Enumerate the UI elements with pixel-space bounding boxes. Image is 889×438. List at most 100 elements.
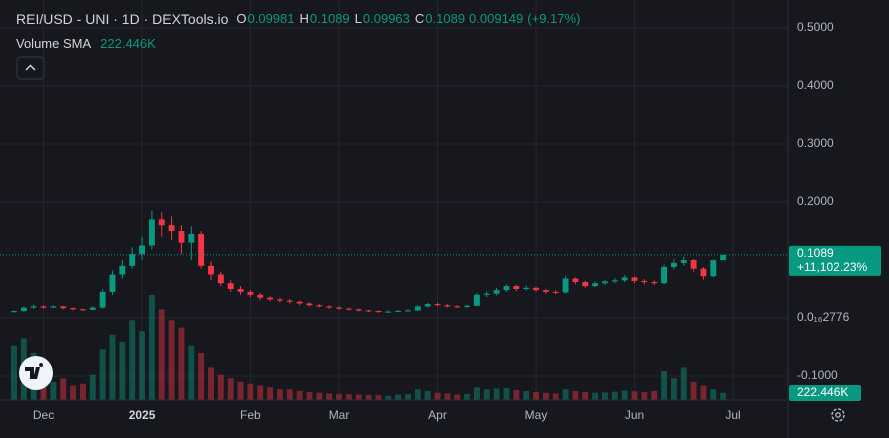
candle-body xyxy=(139,245,145,255)
settings-gear[interactable] xyxy=(831,408,845,422)
volume-bar xyxy=(493,388,500,400)
candle-body xyxy=(208,265,214,275)
candle-body xyxy=(375,311,382,313)
candle-body xyxy=(503,286,510,291)
volume-bar xyxy=(60,378,67,400)
tv-logo[interactable] xyxy=(19,356,53,390)
volume-bar xyxy=(139,331,145,400)
volume-bar xyxy=(641,392,648,400)
candle-body xyxy=(306,303,313,306)
volume-tag xyxy=(789,385,861,401)
volume-bar xyxy=(424,390,431,400)
ohlc-key: C xyxy=(415,11,424,26)
volume-bar xyxy=(473,387,480,400)
change-value: 0.009149 xyxy=(469,11,523,26)
candle-body xyxy=(661,266,668,284)
candle-body xyxy=(533,287,539,291)
ohlc-value: 0.09981 xyxy=(248,11,295,26)
volume-bar xyxy=(178,327,185,400)
y-tick-label: 0.3000 xyxy=(797,136,834,150)
candle-body xyxy=(621,277,628,281)
candle-body xyxy=(168,225,175,231)
volume-tag-value: 222.446K xyxy=(797,385,848,399)
candle-body xyxy=(434,304,441,306)
candle-body xyxy=(158,219,165,226)
y-tick-label: 0.5000 xyxy=(797,20,834,34)
volume-bar xyxy=(89,374,96,400)
x-tick-label: Apr xyxy=(428,408,447,422)
volume-bar xyxy=(208,367,214,400)
volume-bar xyxy=(405,394,411,400)
candle-body xyxy=(70,308,77,310)
volume-bar xyxy=(227,378,234,400)
candle-body xyxy=(493,290,500,294)
chevron-icon[interactable] xyxy=(25,64,36,71)
candle-body xyxy=(11,311,17,313)
candle-body xyxy=(79,309,86,311)
volume-bar xyxy=(336,393,342,400)
volume-bar xyxy=(79,383,86,400)
price-tag-change: +11,102.23% xyxy=(797,260,868,274)
candle-body xyxy=(50,306,57,308)
volume-bar xyxy=(286,389,293,400)
volume-bar xyxy=(50,381,57,400)
volume-bar xyxy=(513,389,520,400)
candle-body xyxy=(148,219,155,246)
candle-body xyxy=(355,309,362,311)
volume-bar xyxy=(464,393,471,400)
volume-bar xyxy=(237,381,244,400)
gear-outer[interactable] xyxy=(831,408,845,422)
volume-bar xyxy=(385,395,392,400)
candle-body xyxy=(572,278,579,283)
volume-sma-label: Volume SMA xyxy=(16,36,91,51)
candle-body xyxy=(326,306,333,308)
volume-bar xyxy=(247,383,254,400)
candle-body xyxy=(89,307,96,310)
candle-body xyxy=(178,230,185,243)
volume-bar xyxy=(365,394,372,400)
volume-sma-legend: Volume SMA 222.446K xyxy=(16,36,156,51)
chart-title: REI/USD - UNI · 1D · DEXTools.io xyxy=(16,11,229,27)
ohlc-key: L xyxy=(355,11,362,26)
candle-body xyxy=(276,299,283,301)
y-tick-label: 0.0₁₆2776 xyxy=(797,310,850,324)
volume-bar xyxy=(503,388,510,400)
candle-body xyxy=(129,254,136,266)
logo-mark[interactable] xyxy=(25,363,44,379)
candle-body xyxy=(267,297,274,300)
candle-body xyxy=(365,310,372,312)
volume-bar xyxy=(700,385,707,400)
candle-body xyxy=(60,306,67,309)
candle-body xyxy=(454,306,461,308)
x-tick-label: Feb xyxy=(240,408,261,422)
candle-body xyxy=(690,259,697,269)
candle-body xyxy=(611,280,618,282)
candle-body xyxy=(395,311,402,313)
volume-bar xyxy=(109,334,116,400)
gear-inner[interactable] xyxy=(835,412,841,418)
collapse-button[interactable] xyxy=(16,56,45,80)
price-tag xyxy=(789,245,881,276)
candle-body xyxy=(424,304,431,307)
candle-body xyxy=(247,291,254,295)
button-frame[interactable] xyxy=(16,56,45,80)
volume-bar xyxy=(198,352,205,400)
x-tick-label: Dec xyxy=(33,408,54,422)
candle-body xyxy=(414,306,421,311)
volume-bar xyxy=(592,392,599,400)
ohlc-value: 0.09963 xyxy=(363,11,410,26)
candle-body xyxy=(592,283,599,287)
axis-layer: 0.5000 0.4000 0.3000 0.2000 0.0₁₆2776 -0.1000… xyxy=(0,20,881,422)
volume-bar xyxy=(542,392,549,400)
volume-bar xyxy=(670,378,677,400)
candle-body xyxy=(444,305,451,307)
volume-bar xyxy=(523,390,530,400)
volume-bar xyxy=(188,345,195,400)
volume-bar xyxy=(552,393,559,400)
y-tick-label: 0.2000 xyxy=(797,194,834,208)
candle-body xyxy=(670,262,677,267)
candle-body xyxy=(99,291,106,308)
volume-bar xyxy=(602,392,608,400)
candle-body xyxy=(483,293,490,295)
